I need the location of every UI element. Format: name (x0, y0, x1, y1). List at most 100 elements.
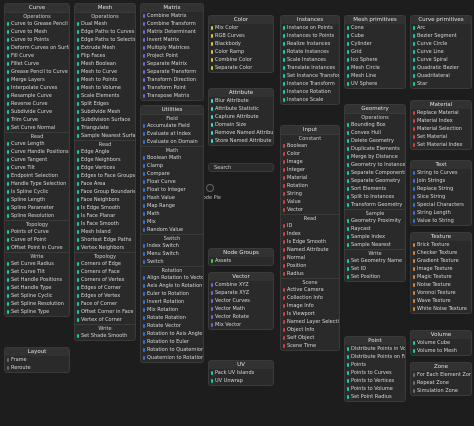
menu-item[interactable]: Mesh Circle (345, 64, 405, 72)
menu-item[interactable]: Separate Transform (141, 68, 203, 76)
menu-item[interactable]: Pack UV Islands (209, 369, 273, 377)
menu-item[interactable]: Float Curve (141, 178, 203, 186)
menu-item[interactable]: Mesh to Curve (75, 68, 135, 76)
menu-item[interactable]: Clamp (141, 162, 203, 170)
menu-item[interactable]: Points (345, 361, 405, 369)
menu-item[interactable]: Replace String (411, 185, 471, 193)
menu-item[interactable]: Extrude Mesh (75, 44, 135, 52)
menu-item[interactable]: Arc (411, 24, 471, 32)
menu-item[interactable]: Sample Nearest (345, 241, 405, 249)
menu-item[interactable]: Split to Instances (345, 193, 405, 201)
menu-item[interactable]: Distribute Points on Faces (345, 353, 405, 361)
menu-item[interactable]: Transform Direction (141, 76, 203, 84)
menu-item[interactable]: Color (281, 150, 339, 158)
menu-item[interactable]: Rotate Instances (281, 48, 339, 56)
menu-item[interactable]: Cone (345, 24, 405, 32)
menu-item[interactable]: Mix Rotation (141, 306, 203, 314)
menu-item[interactable]: Material Selection (411, 125, 471, 133)
menu-item[interactable]: Corners of Vertex (75, 276, 135, 284)
menu-item[interactable]: Interpolate Curves (5, 84, 69, 92)
menu-item[interactable]: Scene Time (281, 342, 339, 350)
menu-item[interactable]: Instance Transform (281, 80, 339, 88)
menu-item[interactable]: Named Attribute (281, 246, 339, 254)
menu-item[interactable]: Value to String (411, 217, 471, 225)
menu-item[interactable]: Set Curve Radius (5, 260, 69, 268)
menu-item[interactable]: ID (281, 222, 339, 230)
menu-item[interactable]: Instances to Points (281, 32, 339, 40)
menu-item[interactable]: Remove Named Attribute (209, 129, 273, 137)
menu-item[interactable]: Named Layer Selection (281, 318, 339, 326)
menu-item[interactable]: Flip Faces (75, 52, 135, 60)
menu-item[interactable]: Curve Line (411, 48, 471, 56)
menu-item[interactable]: Edges of Corner (75, 284, 135, 292)
menu-item[interactable]: Set Spline Type (5, 308, 69, 316)
menu-item[interactable]: Evaluate on Domain (141, 138, 203, 146)
menu-item[interactable]: Set Position (345, 273, 405, 281)
menu-item[interactable]: Gradient Texture (411, 257, 471, 265)
menu-item[interactable]: Delete Geometry (345, 137, 405, 145)
menu-item[interactable]: Sort Elements (345, 185, 405, 193)
menu-item[interactable]: Mesh Line (345, 72, 405, 80)
menu-item[interactable]: Simulation Zone (411, 387, 471, 395)
menu-item[interactable]: Rotate Vector (141, 322, 203, 330)
menu-item[interactable]: Radius (281, 270, 339, 278)
menu-item[interactable]: Boolean Math (141, 154, 203, 162)
menu-item[interactable]: Capture Attribute (209, 113, 273, 121)
menu-item[interactable]: Split Edges (75, 100, 135, 108)
menu-item[interactable]: String (281, 190, 339, 198)
menu-item[interactable]: Star (411, 80, 471, 88)
menu-item[interactable]: Corners of Edge (75, 260, 135, 268)
menu-item[interactable]: Invert Rotation (141, 298, 203, 306)
menu-item[interactable]: Vertex Neighbors (75, 244, 135, 252)
menu-item[interactable]: Multiply Matrices (141, 44, 203, 52)
menu-item[interactable]: Accumulate Field (141, 122, 203, 130)
menu-item[interactable]: Set Curve Tilt (5, 268, 69, 276)
menu-item[interactable]: Quaternion to Rotation (141, 354, 203, 362)
menu-item[interactable]: Set Curve Normal (5, 124, 69, 132)
menu-item[interactable]: Instance Scale (281, 96, 339, 104)
menu-item[interactable]: Points to Curves (345, 369, 405, 377)
menu-item[interactable]: Geometry Proximity (345, 217, 405, 225)
menu-item[interactable]: Set Shade Smooth (75, 332, 135, 340)
menu-item[interactable]: Trim Curve (5, 116, 69, 124)
menu-item[interactable]: Is Viewport (281, 310, 339, 318)
menu-item[interactable]: Subdivide Mesh (75, 108, 135, 116)
menu-item[interactable]: Material Index (411, 117, 471, 125)
menu-item[interactable]: Brick Texture (411, 241, 471, 249)
menu-item[interactable]: Face Neighbors (75, 196, 135, 204)
menu-item[interactable]: Value (281, 198, 339, 206)
menu-item[interactable]: Transpose Matrix (141, 92, 203, 100)
menu-item[interactable]: Face of Corner (75, 300, 135, 308)
menu-item[interactable]: Duplicate Elements (345, 145, 405, 153)
menu-item[interactable]: Rotation to Euler (141, 338, 203, 346)
menu-item[interactable]: Rotation to Quaternion (141, 346, 203, 354)
menu-item[interactable]: Offset Corner in Face (75, 308, 135, 316)
menu-item[interactable]: Map Range (141, 202, 203, 210)
menu-item[interactable]: Set Handle Type (5, 284, 69, 292)
menu-item[interactable]: Volume Cube (411, 339, 471, 347)
menu-item[interactable]: Matrix Determinant (141, 28, 203, 36)
menu-item[interactable]: Index Switch (141, 242, 203, 250)
menu-item[interactable]: Float to Integer (141, 186, 203, 194)
menu-item[interactable]: Combine Color (209, 56, 273, 64)
menu-item[interactable]: Dual Mesh (75, 20, 135, 28)
menu-item[interactable]: Set ID (345, 265, 405, 273)
menu-item[interactable]: RGB Curves (209, 32, 273, 40)
menu-item[interactable]: Object Info (281, 326, 339, 334)
menu-item[interactable]: Mesh to Points (75, 76, 135, 84)
menu-item[interactable]: Points of Curve (5, 228, 69, 236)
menu-item[interactable]: Align Rotation to Vector (141, 274, 203, 282)
menu-item[interactable]: Separate Geometry (345, 177, 405, 185)
menu-item[interactable]: Mix Color (209, 24, 273, 32)
menu-item[interactable]: Raycast (345, 225, 405, 233)
menu-item[interactable]: Self Object (281, 334, 339, 342)
menu-item[interactable]: Endpoint Selection (5, 172, 69, 180)
menu-item[interactable]: Merge by Distance (345, 153, 405, 161)
menu-item[interactable]: Attribute Statistic (209, 105, 273, 113)
menu-item[interactable]: Fill Curve (5, 52, 69, 60)
menu-item[interactable]: Rotation to Axis Angle (141, 330, 203, 338)
menu-item[interactable]: Corners of Face (75, 268, 135, 276)
menu-item[interactable]: Math (141, 210, 203, 218)
menu-item[interactable]: Convex Hull (345, 129, 405, 137)
menu-item[interactable]: Ico Sphere (345, 56, 405, 64)
